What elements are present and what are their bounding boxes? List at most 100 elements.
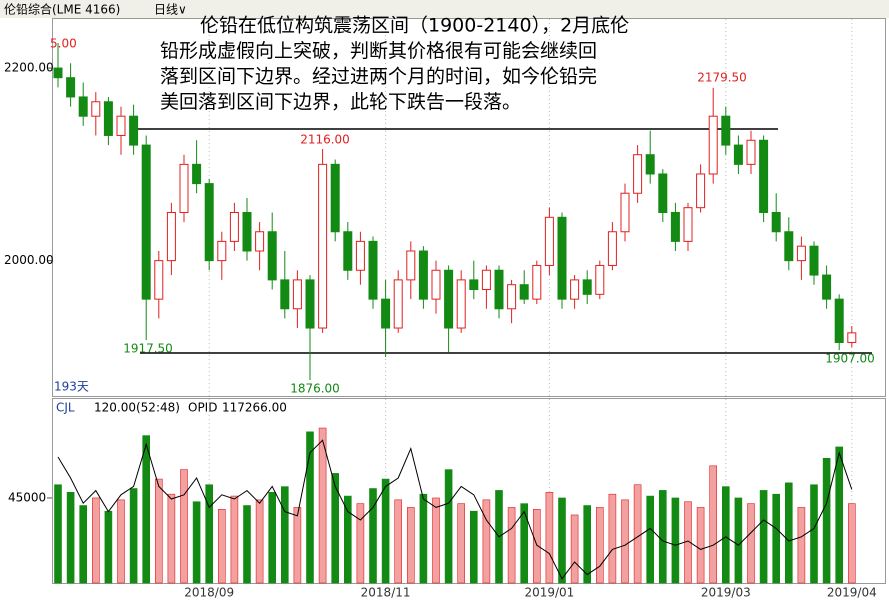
candle-body bbox=[746, 139, 756, 165]
volume-bar bbox=[507, 507, 516, 584]
volume-bar bbox=[482, 499, 491, 584]
candle-body bbox=[255, 231, 265, 252]
candle-body bbox=[557, 216, 567, 300]
volume-bar bbox=[835, 446, 844, 584]
x-tick-label: 2019/01 bbox=[524, 586, 574, 600]
y-tick-label: 2200.00 bbox=[4, 61, 54, 75]
volume-bar bbox=[709, 465, 718, 584]
x-tick-label: 2019/04 bbox=[827, 586, 877, 600]
volume-bar bbox=[784, 482, 793, 584]
x-tick-label: 2019/03 bbox=[701, 586, 751, 600]
volume-panel bbox=[52, 398, 886, 584]
candle-body bbox=[607, 231, 617, 266]
candle-body bbox=[532, 264, 542, 300]
candle-body bbox=[494, 269, 504, 310]
candle-body bbox=[355, 240, 365, 271]
y-tick-label: 45000 bbox=[8, 490, 46, 504]
volume-bar bbox=[671, 497, 680, 584]
volume-bar bbox=[369, 488, 377, 584]
volume-bar bbox=[797, 507, 806, 584]
price-annotation: 5.00 bbox=[50, 37, 77, 51]
candle-body bbox=[406, 250, 416, 281]
candle-body bbox=[305, 279, 315, 329]
volume-bar bbox=[155, 478, 163, 584]
volume-bar bbox=[117, 499, 125, 584]
candle-body bbox=[179, 163, 189, 213]
note-line: 伦铅在低位构筑震荡区间（1900-2140），2月底伦 bbox=[200, 15, 629, 37]
volume-title: CJL bbox=[56, 401, 75, 415]
candle-body bbox=[544, 216, 554, 266]
price-annotation: 2116.00 bbox=[300, 133, 350, 147]
volume-bar bbox=[268, 491, 277, 584]
candle-body bbox=[280, 279, 290, 310]
candle-body bbox=[670, 211, 680, 242]
candle-body bbox=[368, 240, 378, 300]
volume-bar bbox=[721, 486, 730, 584]
candle-body bbox=[771, 211, 781, 233]
volume-bar bbox=[583, 505, 592, 584]
candle-body bbox=[192, 163, 202, 185]
candle-body bbox=[809, 245, 819, 276]
volume-bar bbox=[255, 499, 264, 584]
volume-bar bbox=[520, 503, 529, 584]
candle-body bbox=[582, 279, 592, 295]
volume-bar bbox=[444, 469, 453, 584]
candle-body bbox=[103, 101, 113, 136]
volume-bar bbox=[759, 490, 768, 584]
candle-body bbox=[229, 211, 239, 242]
candle-body bbox=[570, 279, 580, 300]
volume-bar bbox=[822, 457, 831, 584]
volume-bar bbox=[595, 507, 604, 584]
volume-bar bbox=[406, 507, 415, 584]
volume-bar bbox=[306, 431, 314, 584]
candle-body bbox=[242, 211, 252, 252]
opid-line bbox=[57, 439, 853, 580]
volume-bar bbox=[696, 507, 705, 584]
volume-bar bbox=[469, 510, 478, 584]
volume-bar bbox=[293, 507, 302, 584]
candle-body bbox=[796, 245, 806, 262]
volume-bar bbox=[92, 497, 100, 584]
volume-bar bbox=[343, 495, 352, 584]
candle-body bbox=[595, 264, 605, 295]
candle-body bbox=[444, 269, 454, 329]
volume-bar bbox=[419, 493, 428, 584]
candle-body bbox=[267, 231, 277, 281]
candle-body bbox=[204, 183, 214, 262]
volume-bar bbox=[218, 508, 226, 584]
volume-bar bbox=[734, 497, 743, 584]
price-panel bbox=[52, 18, 886, 397]
candle-body bbox=[78, 96, 88, 117]
candle-body bbox=[154, 260, 164, 300]
volume-bar bbox=[79, 505, 87, 584]
note-line: 落到区间下边界。经过进两个月的时间，如今伦铅完 bbox=[160, 66, 597, 88]
candle-body bbox=[469, 279, 479, 291]
volume-bar bbox=[747, 503, 755, 584]
candle-body bbox=[116, 115, 126, 136]
volume-bar bbox=[381, 478, 390, 584]
candle-body bbox=[481, 269, 491, 291]
candle-body bbox=[696, 173, 706, 209]
candle-body bbox=[519, 284, 529, 300]
candle-body bbox=[343, 231, 353, 271]
candle-body bbox=[66, 77, 76, 98]
volume-bar bbox=[243, 505, 251, 584]
volume-bar bbox=[356, 503, 365, 584]
volume-bar bbox=[394, 499, 403, 584]
candle-body bbox=[381, 298, 391, 329]
candle-body bbox=[53, 67, 63, 79]
candle-body bbox=[318, 163, 328, 329]
candle-body bbox=[141, 144, 151, 300]
candle-body bbox=[166, 211, 176, 262]
symbol: 伦铅综合(LME 4166) bbox=[4, 2, 120, 17]
header-bar bbox=[0, 0, 889, 18]
volume-bar bbox=[633, 484, 642, 584]
period-selector[interactable]: 日线∨ bbox=[154, 3, 187, 17]
candle-body bbox=[456, 279, 466, 329]
price-annotation: 1876.00 bbox=[290, 382, 340, 396]
candle-body bbox=[129, 115, 139, 146]
candle-body bbox=[721, 115, 731, 146]
note-line: 铅形成虚假向上突破，判断其价格很有可能会继续回 bbox=[160, 40, 597, 62]
volume-bar bbox=[167, 493, 176, 584]
